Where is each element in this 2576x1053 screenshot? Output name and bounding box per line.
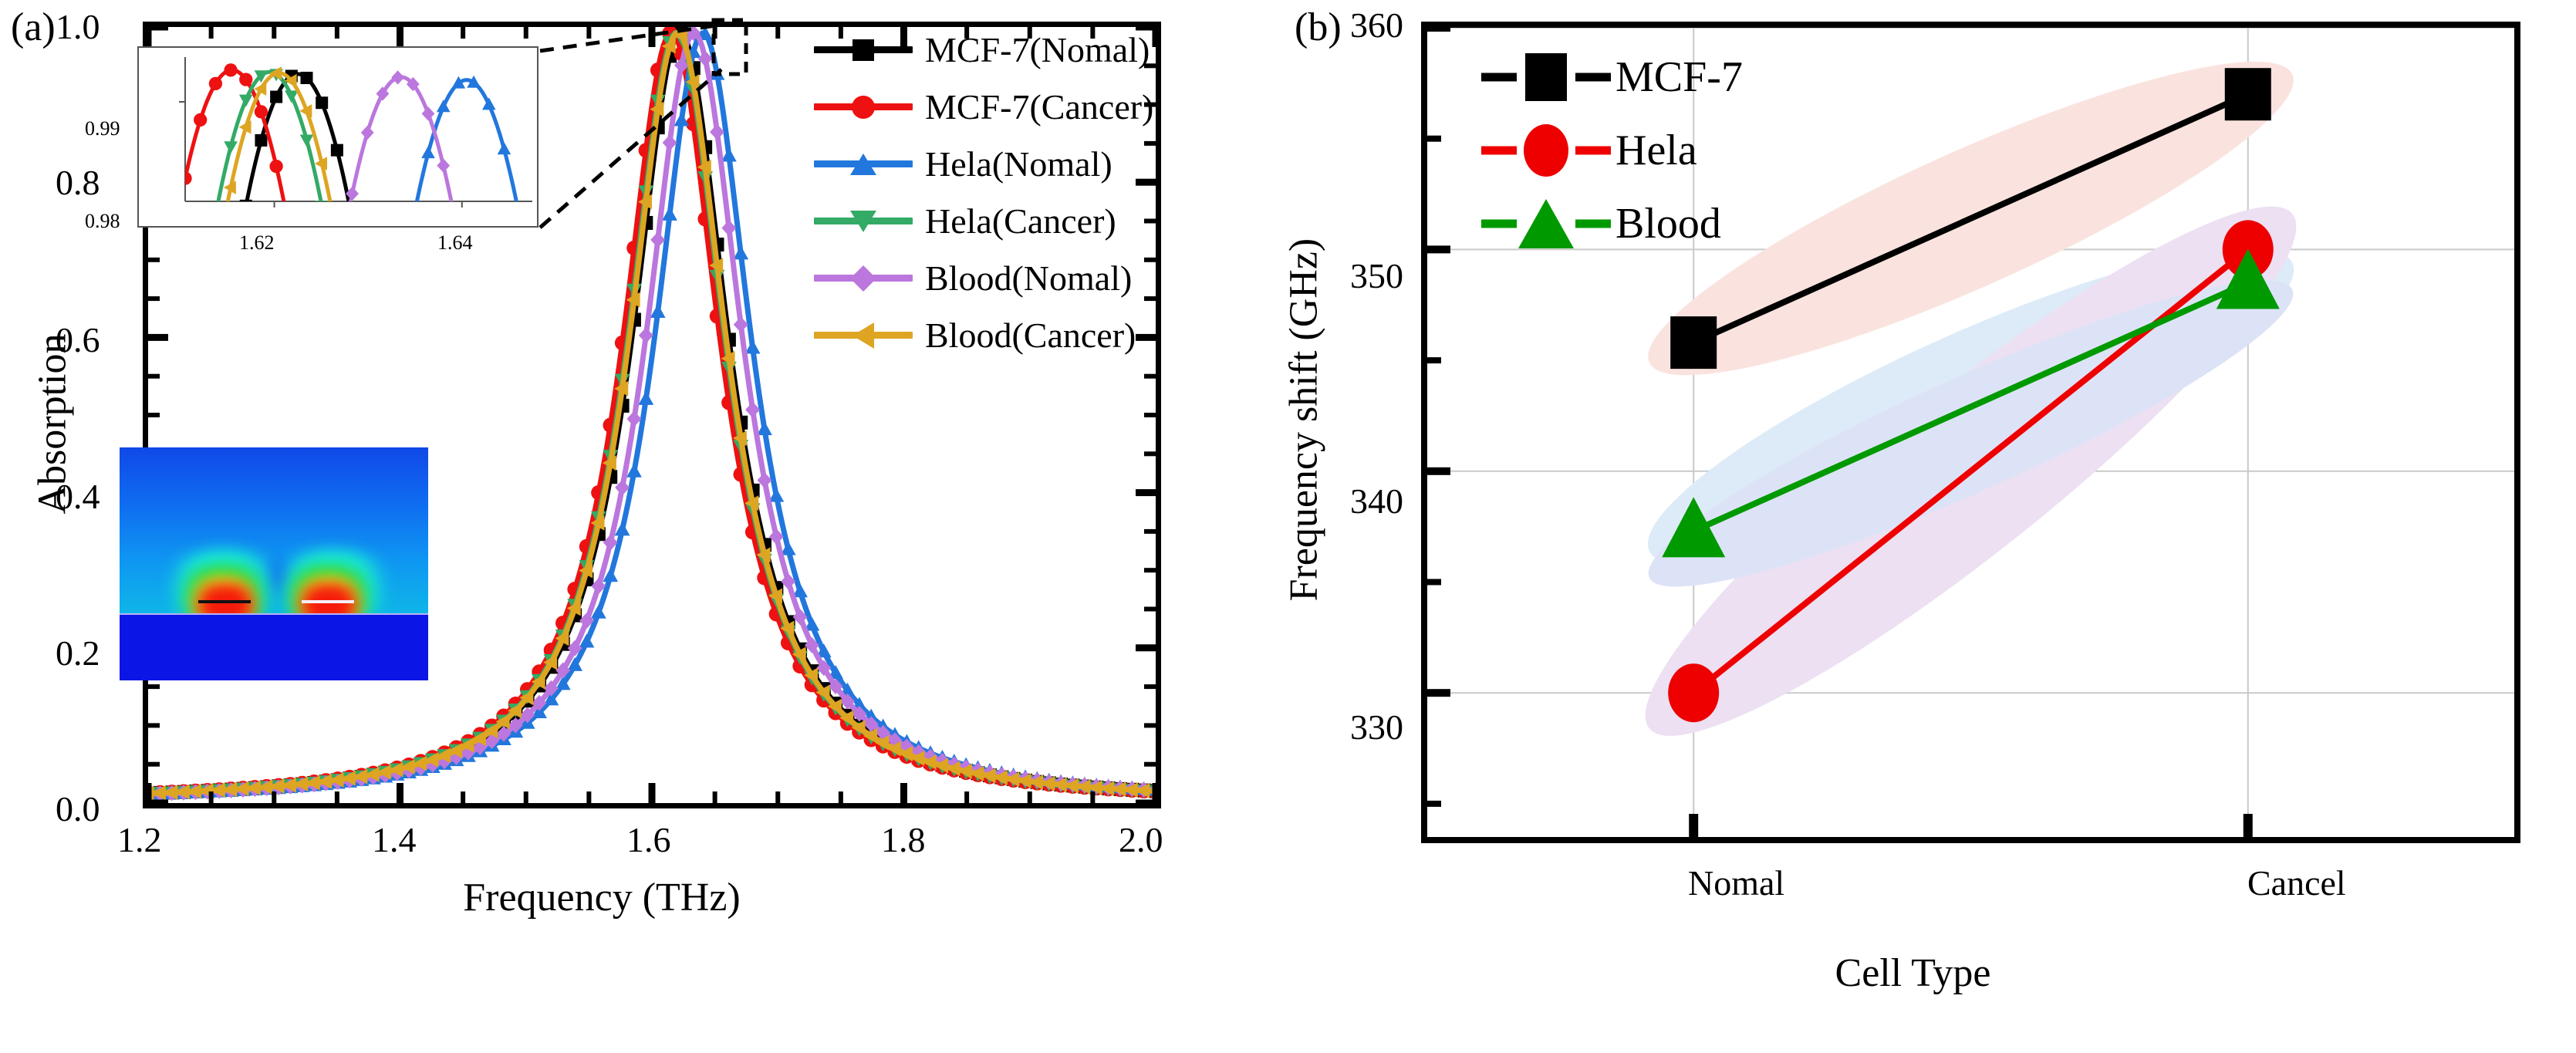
a-xtick-2.0: 2.0: [1119, 820, 1163, 859]
b-ytick-360: 360: [1350, 5, 1403, 45]
heatmap-substrate: [120, 613, 428, 680]
a-legend-item-hela-cancer[interactable]: Hela(Cancer): [814, 193, 1177, 250]
a-legend-item-mcf7-cancer[interactable]: MCF-7(Cancer): [814, 79, 1177, 136]
a-legend-label: Blood(Cancer): [925, 316, 1136, 355]
a-inset-zoom-plot: [137, 46, 538, 228]
triangle-up-icon: [850, 154, 876, 175]
a-xtick-1.6: 1.6: [626, 820, 671, 859]
heatmap-layers: [120, 447, 428, 680]
a-inset-xtick-1.62: 1.62: [239, 231, 275, 254]
b-legend-swatch-mcf7: [1481, 52, 1611, 101]
b-plot-area: [1427, 28, 2514, 837]
triangle-down-icon: [850, 211, 876, 232]
a-legend-label: Hela(Nomal): [925, 144, 1112, 184]
b-legend-swatch-blood: [1481, 198, 1611, 248]
a-inset-xtick-1.64: 1.64: [437, 231, 473, 254]
b-legend: MCF-7 Hela Blood: [1481, 40, 1805, 260]
b-frequency-shift-plot: [1427, 28, 2514, 837]
square-icon: [1525, 52, 1567, 101]
a-inset-curves: [179, 57, 532, 208]
heat-metal-bar-right: [302, 600, 354, 603]
a-legend-swatch-hela-cancer: [814, 211, 913, 232]
heat-metal-bar-left: [198, 600, 251, 603]
panel-b-label: (b): [1295, 5, 1342, 49]
square-icon: [852, 39, 874, 61]
a-legend-label: MCF-7(Nomal): [925, 30, 1150, 69]
a-legend-item-hela-nomal[interactable]: Hela(Nomal): [814, 136, 1177, 193]
panel-b: (b) 360 350 340 330 Frequency shift (GHz…: [1250, 0, 2576, 1053]
b-xtick-cancel: Cancel: [2247, 863, 2346, 903]
a-x-axis-title: Frequency (THz): [463, 876, 741, 920]
a-xtick-1.2: 1.2: [117, 820, 162, 859]
b-legend-item-blood[interactable]: Blood: [1481, 187, 1805, 260]
a-ytick-0.2: 0.2: [56, 633, 100, 673]
a-legend-swatch-hela-nomal: [814, 154, 913, 175]
a-field-distribution-inset: [120, 447, 428, 680]
b-legend-item-hela[interactable]: Hela: [1481, 113, 1805, 187]
a-legend-swatch-blood-cancer: [814, 322, 913, 349]
a-legend-item-blood-nomal[interactable]: Blood(Nomal): [814, 250, 1177, 307]
triangle-left-icon: [852, 322, 874, 349]
b-axis-ticks: [1427, 24, 2253, 837]
a-legend-swatch-blood-nomal: [814, 265, 913, 292]
a-legend-label: Hela(Cancer): [925, 201, 1116, 241]
a-ytick-0.4: 0.4: [56, 477, 100, 516]
panel-a-label: (a): [11, 5, 56, 49]
circle-icon: [1524, 123, 1568, 177]
diamond-icon: [850, 265, 876, 292]
b-legend-swatch-hela: [1481, 123, 1611, 177]
a-ytick-0.8: 0.8: [56, 163, 100, 202]
b-xtick-nomal: Nomal: [1688, 863, 1785, 903]
a-axis-ticks: [144, 23, 1160, 807]
a-legend-swatch-mcf7-cancer: [814, 96, 913, 119]
b-legend-item-mcf7[interactable]: MCF-7: [1481, 40, 1805, 113]
panel-a: (a) 1.0 0.8 0.6 0.4 0.2 0.0 Absorption: [0, 0, 1204, 1053]
a-legend-label: MCF-7(Cancer): [925, 87, 1154, 127]
a-ytick-0.6: 0.6: [56, 320, 100, 359]
a-xtick-1.8: 1.8: [881, 820, 926, 859]
b-x-axis-title: Cell Type: [1835, 951, 1991, 995]
a-ytick-0.0: 0.0: [56, 789, 100, 829]
a-y-axis-title: Absorption: [30, 333, 75, 515]
a-legend: MCF-7(Nomal) MCF-7(Cancer) Hela(Nomal): [814, 22, 1177, 364]
a-inset-ytick-0.99: 0.99: [85, 117, 120, 140]
b-ytick-350: 350: [1350, 256, 1403, 295]
a-legend-item-mcf7-nomal[interactable]: MCF-7(Nomal): [814, 22, 1177, 79]
b-ytick-340: 340: [1350, 481, 1403, 521]
a-legend-label: Blood(Nomal): [925, 258, 1133, 298]
a-legend-item-blood-cancer[interactable]: Blood(Cancer): [814, 307, 1177, 364]
b-legend-label: Hela: [1615, 126, 1697, 174]
a-inset-ytick-0.98: 0.98: [85, 210, 120, 232]
a-xtick-1.4: 1.4: [372, 820, 417, 859]
circle-icon: [852, 96, 875, 119]
a-ytick-1.0: 1.0: [56, 7, 100, 46]
b-legend-label: MCF-7: [1615, 52, 1743, 101]
b-ytick-330: 330: [1350, 707, 1403, 747]
b-legend-label: Blood: [1615, 199, 1721, 248]
b-y-axis-title: Frequency shift (GHz): [1281, 238, 1326, 602]
a-legend-swatch-mcf7-nomal: [814, 39, 913, 61]
triangle-up-icon: [1518, 198, 1574, 248]
